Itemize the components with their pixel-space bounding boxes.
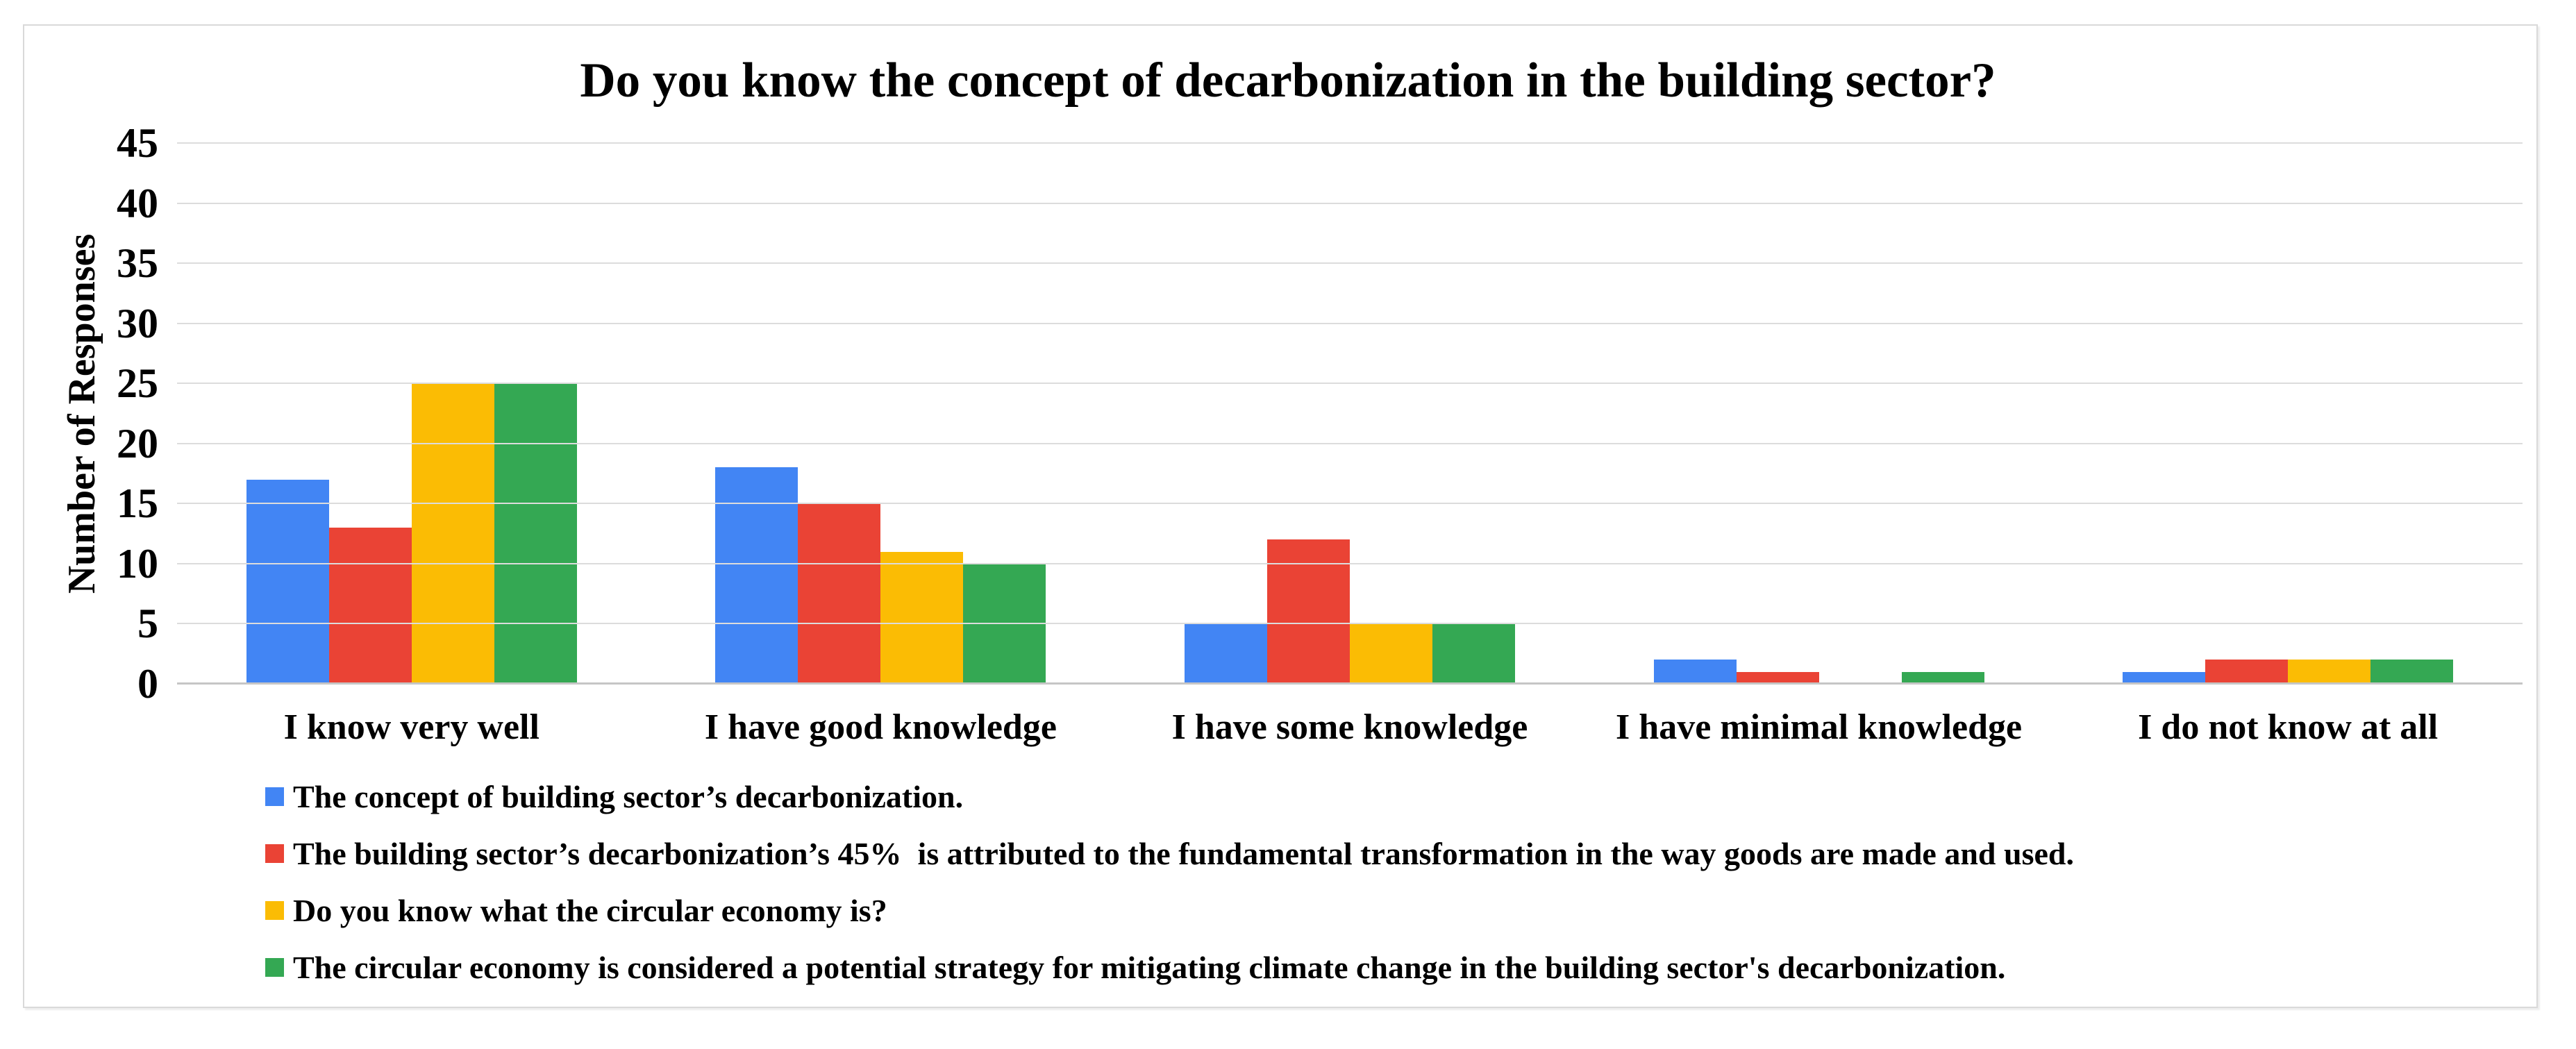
legend-item-4: The circular economy is considered a pot… <box>265 939 2074 996</box>
legend-swatch-icon <box>265 787 284 806</box>
bar-series-3-category-5 <box>2288 660 2371 684</box>
bar-series-1-category-5 <box>2123 671 2206 684</box>
y-tick-label-40: 40 <box>117 180 158 226</box>
legend-label-3: Do you know what the circular economy is… <box>293 892 887 928</box>
y-tick-label-30: 30 <box>117 300 158 346</box>
gridline-y-45 <box>177 142 2523 144</box>
y-tick-label-5: 5 <box>137 601 158 647</box>
gridline-y-25 <box>177 383 2523 385</box>
gridline-y-15 <box>177 503 2523 505</box>
legend-label-2: The building sector’s decarbonization’s … <box>293 835 2074 871</box>
legend-label-1: The concept of building sector’s decarbo… <box>293 778 964 814</box>
legend: The concept of building sector’s decarbo… <box>265 768 2074 996</box>
bar-series-2-category-2 <box>798 503 881 684</box>
bar-series-1-category-1 <box>246 479 329 684</box>
x-axis-category-labels: I know very well I have good knowledge I h… <box>177 701 2523 754</box>
y-axis-tick-labels: 0 5 10 15 20 25 30 35 40 45 <box>0 120 158 707</box>
bar-series-1-category-3 <box>1184 623 1267 684</box>
y-tick-label-15: 15 <box>117 480 158 527</box>
bar-group-2 <box>646 143 1116 684</box>
bar-series-4-category-3 <box>1432 623 1515 684</box>
bar-group-1 <box>177 143 646 684</box>
bar-series-1-category-4 <box>1653 660 1737 684</box>
bar-series-2-category-4 <box>1736 671 1819 684</box>
y-tick-label-10: 10 <box>117 540 158 587</box>
bar-series-4-category-4 <box>1901 671 1984 684</box>
bar-series-3-category-3 <box>1349 623 1432 684</box>
gridline-y-30 <box>177 322 2523 324</box>
x-category-label-3: I have some knowledge <box>1171 707 1528 747</box>
bar-series-3-category-1 <box>411 383 494 684</box>
bar-series-2-category-3 <box>1266 539 1350 684</box>
bar-series-4-category-5 <box>2370 660 2454 684</box>
bar-series-3-category-2 <box>880 551 964 684</box>
y-tick-label-25: 25 <box>117 360 158 407</box>
bar-groups <box>177 143 2523 684</box>
bar-group-3 <box>1115 143 1584 684</box>
x-category-label-1: I know very well <box>283 707 540 747</box>
gridline-y-20 <box>177 442 2523 444</box>
y-tick-label-45: 45 <box>117 120 158 166</box>
y-tick-label-20: 20 <box>117 420 158 467</box>
bar-series-2-category-1 <box>328 527 412 684</box>
legend-label-4: The circular economy is considered a pot… <box>293 949 2006 985</box>
bar-series-1-category-2 <box>715 467 798 684</box>
y-tick-label-0: 0 <box>137 661 158 707</box>
x-category-label-2: I have good knowledge <box>704 707 1057 747</box>
legend-swatch-icon <box>265 957 284 977</box>
legend-item-3: Do you know what the circular economy is… <box>265 882 2074 939</box>
bar-group-5 <box>2053 143 2523 684</box>
gridline-y-5 <box>177 623 2523 625</box>
bar-series-2-category-5 <box>2205 660 2289 684</box>
bar-series-4-category-1 <box>494 383 577 684</box>
x-axis-line <box>177 682 2523 685</box>
gridline-y-40 <box>177 202 2523 204</box>
x-category-label-5: I do not know at all <box>2138 707 2439 747</box>
x-category-label-4: I have minimal knowledge <box>1616 707 2023 747</box>
plot-area <box>177 142 2523 685</box>
legend-item-1: The concept of building sector’s decarbo… <box>265 768 2074 825</box>
legend-swatch-icon <box>265 844 284 863</box>
chart-title: Do you know the concept of decarbonizati… <box>580 53 1996 108</box>
bar-group-4 <box>1584 143 2054 684</box>
legend-swatch-icon <box>265 900 284 920</box>
legend-item-2: The building sector’s decarbonization’s … <box>265 825 2074 882</box>
y-tick-label-35: 35 <box>117 240 158 287</box>
gridline-y-10 <box>177 562 2523 564</box>
gridline-y-35 <box>177 262 2523 265</box>
